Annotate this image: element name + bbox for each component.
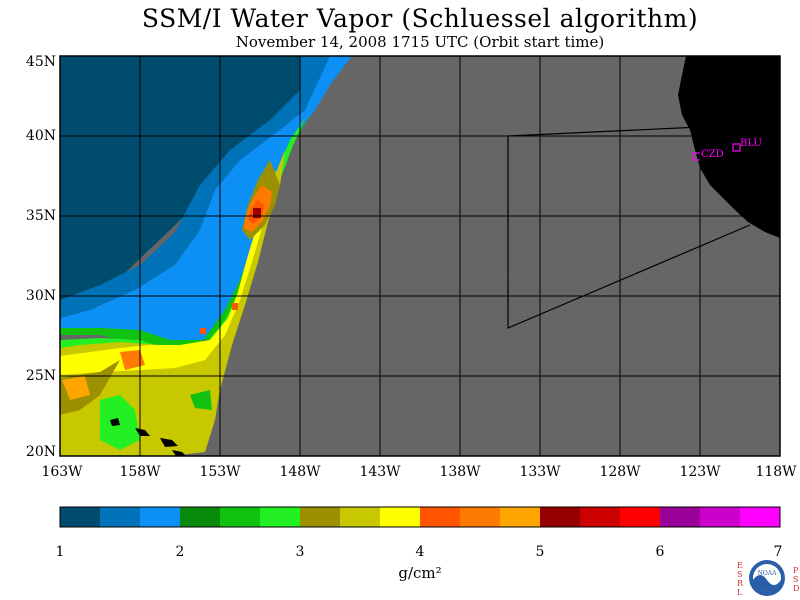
color-bar-tick-label: 5 xyxy=(536,544,545,560)
color-bar-unit: g/cm² xyxy=(398,564,441,582)
hawaii-island xyxy=(172,450,186,456)
lon-label: 123W xyxy=(679,464,721,480)
lon-label: 118W xyxy=(755,464,797,480)
lon-label: 128W xyxy=(599,464,641,480)
color-bar-swatch xyxy=(100,507,141,527)
color-bar-swatch xyxy=(180,507,221,527)
color-bar-swatch xyxy=(460,507,501,527)
color-bar-tick-label: 4 xyxy=(416,544,425,560)
lon-label: 148W xyxy=(279,464,321,480)
color-bar-tick-label: 7 xyxy=(774,544,783,560)
lat-label: 25N xyxy=(26,368,56,384)
color-bar-swatch xyxy=(220,507,261,527)
color-bar-tick-label: 1 xyxy=(56,544,65,560)
color-bar-swatch xyxy=(380,507,421,527)
lon-label: 143W xyxy=(359,464,401,480)
station-czd-label: CZD xyxy=(701,149,724,160)
color-bar-swatch xyxy=(60,507,101,527)
logo-wave xyxy=(753,575,781,592)
color-bar-swatch xyxy=(580,507,621,527)
lon-label: 153W xyxy=(199,464,241,480)
logo-badge-text: NOAA xyxy=(758,570,778,577)
color-bar-swatch xyxy=(660,507,701,527)
lon-label: 163W xyxy=(41,464,83,480)
station-blu-marker xyxy=(732,143,741,152)
lat-label: 35N xyxy=(26,208,56,224)
color-bar-swatch xyxy=(620,507,661,527)
color-bar-tick-label: 2 xyxy=(176,544,185,560)
color-bar-tick-label: 3 xyxy=(296,544,305,560)
map-frame xyxy=(59,55,781,457)
color-bar-swatch xyxy=(500,507,541,527)
color-bar-swatch xyxy=(700,507,741,527)
longitude-labels: 163W 158W 153W 148W 143W 138W 133W 128W … xyxy=(41,464,797,480)
color-bar-swatch xyxy=(140,507,181,527)
color-bar-swatch xyxy=(260,507,301,527)
station-blu-label: BLU xyxy=(740,138,762,149)
land-masses xyxy=(110,56,780,456)
north-america-coast xyxy=(678,56,780,238)
lon-label: 133W xyxy=(519,464,561,480)
lat-label: 40N xyxy=(26,128,56,144)
svg-text:PSD: PSD xyxy=(793,566,799,593)
color-bar-swatch xyxy=(740,507,781,527)
lat-label: 20N xyxy=(26,444,56,460)
color-bar-frame xyxy=(59,506,781,528)
hawaii-island xyxy=(110,418,120,426)
color-bar-swatch xyxy=(300,507,341,527)
map-title: SSM/I Water Vapor (Schluessel algorithm) xyxy=(141,4,699,33)
color-bar-labels: 1 2 3 4 5 6 7 g/cm² xyxy=(56,544,783,582)
hawaii-island xyxy=(160,438,178,447)
lat-label: 45N xyxy=(26,54,56,70)
water-vapor-swath xyxy=(60,56,352,456)
color-bar-swatch xyxy=(340,507,381,527)
color-bar-swatch xyxy=(540,507,581,527)
graticule xyxy=(60,56,780,456)
hawaii-island xyxy=(135,428,150,436)
region-outline xyxy=(507,136,751,329)
lon-label: 158W xyxy=(119,464,161,480)
color-bar-tick-label: 6 xyxy=(656,544,665,560)
color-bar-swatch xyxy=(420,507,461,527)
latitude-labels: 45N 40N 35N 30N 25N 20N xyxy=(26,54,56,460)
color-bar xyxy=(60,507,781,527)
lat-label: 30N xyxy=(26,288,56,304)
lon-label: 138W xyxy=(439,464,481,480)
map-subtitle: November 14, 2008 1715 UTC (Orbit start … xyxy=(235,33,605,51)
map-panel: CZD BLU xyxy=(59,55,781,457)
region-outline-top xyxy=(507,126,701,137)
